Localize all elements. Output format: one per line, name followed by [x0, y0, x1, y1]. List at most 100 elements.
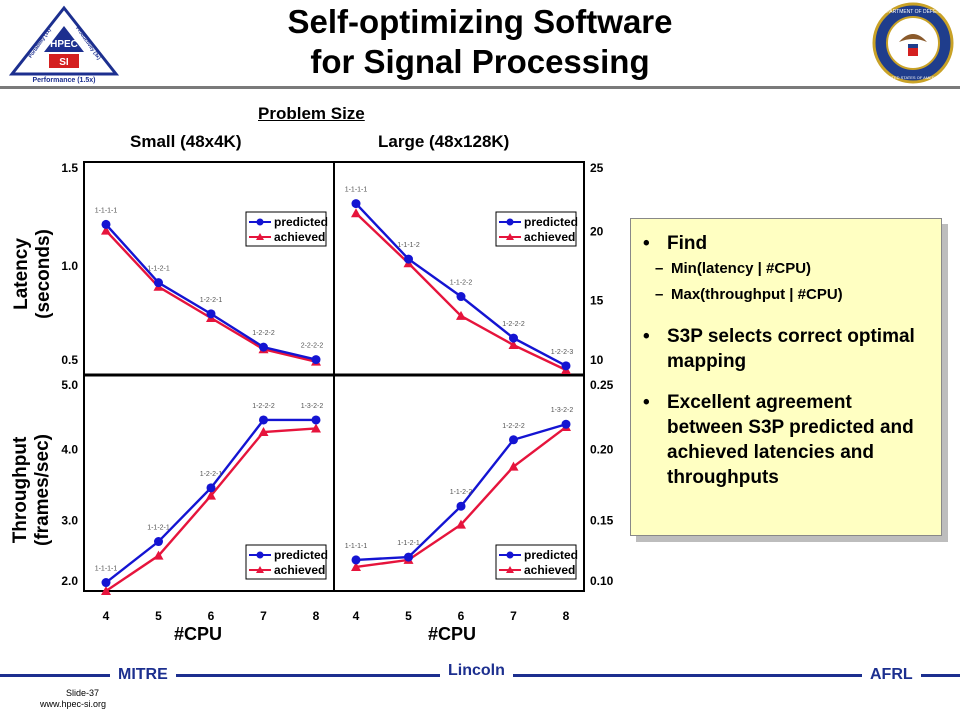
legend-box: [245, 211, 327, 247]
y-tick-label: 15: [590, 294, 604, 308]
legend-box: [495, 544, 577, 580]
predicted-point: [154, 278, 163, 288]
seal-text-bottom: UNITED STATES OF AMERICA: [885, 75, 942, 80]
bullet-find-text: Find: [667, 233, 708, 254]
achieved-point: [101, 586, 111, 595]
panel-throughput-small: 2.0 3.0 4.0 5.0 4 5 6 7 8 1-1-1-1 1-1-2-1 1-2-2-1 1-…: [61, 378, 328, 623]
y-tick-label: 0.20: [590, 443, 614, 457]
slide-number: Slide-37: [66, 688, 100, 698]
dash-icon: –: [655, 286, 664, 303]
problem-size-label: Problem Size: [258, 104, 365, 123]
bullet-dot-icon: •: [643, 233, 650, 254]
x-tick-label: 6: [208, 609, 215, 623]
findings-box: • Find – Min(latency | #CPU) – Max(throu…: [630, 218, 942, 536]
predicted-point: [259, 342, 268, 352]
mapping-label: 1-2-2-2: [252, 330, 275, 337]
achieved-point: [101, 225, 111, 235]
x-axis-title-small: #CPU: [174, 624, 223, 644]
mapping-label: 1-2-2-2: [252, 403, 275, 410]
footer-url: www.hpec-si.org: [40, 699, 107, 709]
achieved-point: [508, 340, 519, 350]
mapping-label: 1-1-2-1: [147, 266, 170, 273]
predicted-point: [101, 219, 111, 229]
y-tick-label: 0.10: [590, 574, 614, 588]
y-tick-label: 0.5: [61, 353, 78, 367]
x-tick-label: 8: [563, 609, 570, 623]
large-size-label: Large (48x128K): [378, 132, 510, 151]
footer-mitre: MITRE: [110, 666, 176, 684]
predicted-point: [404, 254, 413, 264]
logo-text-hpec: HPEC: [50, 39, 78, 50]
mapping-label: 1-3-2-2: [301, 403, 324, 410]
x-tick-label: 7: [260, 609, 267, 623]
mapping-label: 1-1-2-1: [397, 540, 420, 547]
page-title: Self-optimizing Software for Signal Proc…: [200, 2, 760, 82]
mapping-label: 1-2-2-1: [200, 471, 223, 478]
bullet-agreement-text: Excellent agreement between S3P predicte…: [667, 392, 914, 488]
predicted-point: [259, 415, 268, 425]
header-divider: [0, 86, 960, 89]
predicted-point: [456, 501, 466, 511]
sub-bullet-max-throughput-text: Max(throughput | #CPU): [671, 286, 843, 303]
footer-afrl: AFRL: [862, 666, 921, 684]
y-tick-label: 5.0: [61, 378, 78, 392]
mapping-label: 1-2-2-3: [551, 349, 574, 356]
legend-box: [495, 211, 577, 247]
predicted-point: [351, 199, 361, 209]
legend-achieved-marker: [256, 233, 264, 240]
predicted-point: [404, 552, 413, 562]
achieved-point: [153, 550, 164, 560]
achieved-point: [351, 561, 361, 571]
mapping-label: 1-3-2-2: [551, 407, 574, 414]
x-tick-label: 7: [510, 609, 517, 623]
legend-predicted-marker: [256, 551, 264, 559]
small-size-label: Small (48x4K): [130, 132, 242, 151]
mapping-label: 1-1-1-1: [345, 187, 368, 194]
seal-text-top: DEPARTMENT OF DEFENSE: [879, 9, 947, 15]
title-line-1: Self-optimizing Software: [287, 3, 673, 40]
predicted-point: [311, 355, 321, 365]
legend-achieved-marker: [506, 233, 514, 240]
bullet-dot-icon: •: [643, 392, 650, 413]
bullet-s3p-selects: • S3P selects correct optimal mapping: [643, 324, 931, 374]
legend-achieved-label: achieved: [274, 563, 325, 577]
predicted-point: [509, 333, 518, 343]
y-tick-label: 1.5: [61, 161, 78, 175]
predicted-point: [561, 419, 571, 429]
predicted-point: [561, 361, 571, 371]
mapping-label: 1-1-1-1: [345, 543, 368, 550]
achieved-point: [206, 490, 216, 500]
dash-icon: –: [655, 260, 664, 277]
mapping-label: 1-1-2-1: [147, 525, 170, 532]
mapping-label: 1-1-1-2: [397, 242, 420, 249]
bullet-agreement: • Excellent agreement between S3P predic…: [643, 390, 931, 490]
y-tick-label: 2.0: [61, 574, 78, 588]
y-tick-label: 0.15: [590, 513, 614, 527]
mapping-label: 1-1-2-2: [450, 280, 473, 287]
x-tick-label: 6: [458, 609, 465, 623]
panel-throughput-large: 0.10 0.15 0.20 0.25 4 5 6 7 8 1-1-1-1 1-1-2-1 1-1-2…: [345, 378, 614, 623]
x-tick-label: 8: [313, 609, 320, 623]
logo-text-performance: Performance (1.5x): [32, 77, 95, 84]
legend-achieved-marker: [506, 566, 514, 573]
sub-bullet-min-latency: – Min(latency | #CPU): [643, 256, 931, 282]
predicted-point: [206, 483, 216, 493]
logo-text-si: SI: [59, 57, 69, 68]
mapping-label: 1-2-2-2: [502, 321, 525, 328]
legend-achieved-label: achieved: [524, 563, 575, 577]
sub-bullet-min-latency-text: Min(latency | #CPU): [671, 260, 812, 277]
mapping-label: 2-2-2-2: [301, 343, 324, 350]
x-tick-label: 5: [155, 609, 162, 623]
panel-latency-large: 10 15 20 25 1-1-1-1 1-1-1-2 1-1-2-2 1-2-2-2 1-2-…: [345, 161, 604, 374]
x-tick-label: 4: [103, 609, 110, 623]
legend-achieved-label: achieved: [524, 230, 575, 244]
x-tick-label: 4: [353, 609, 360, 623]
dod-seal-logo: DEPARTMENT OF DEFENSE UNITED STATES OF A…: [872, 2, 954, 84]
predicted-point: [311, 415, 321, 425]
predicted-point: [154, 537, 163, 547]
y-tick-label: 20: [590, 224, 604, 238]
mapping-label: 1-1-1-1: [95, 566, 118, 573]
